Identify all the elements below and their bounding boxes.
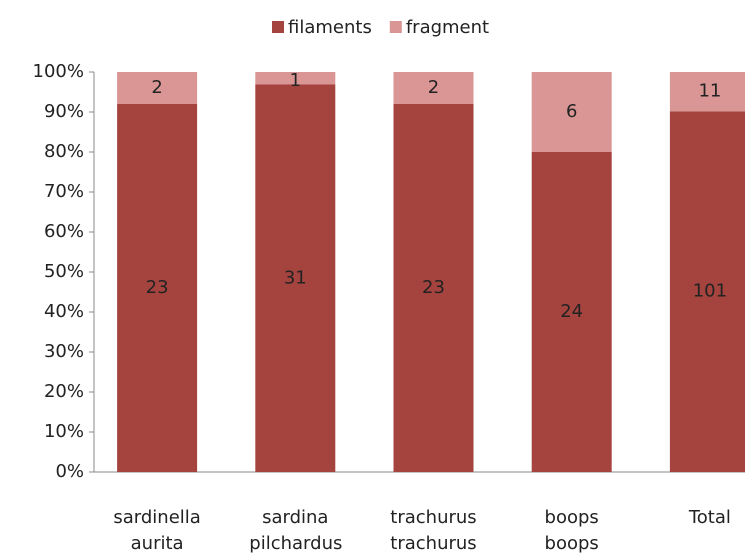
y-tick-label: 100% — [33, 61, 84, 82]
y-tick-label: 30% — [44, 341, 84, 362]
legend-swatch — [389, 21, 402, 33]
y-tick-label: 50% — [44, 261, 84, 282]
y-tick-label: 80% — [44, 141, 84, 162]
bar-segment — [255, 72, 336, 85]
data-label: 101 — [693, 281, 727, 302]
bar-segment — [117, 72, 198, 104]
x-tick-label: trachurus trachurus — [390, 507, 477, 554]
y-tick-label: 90% — [44, 101, 84, 122]
legend-label: fragment — [406, 17, 489, 38]
data-label: 23 — [422, 277, 445, 298]
y-tick-label: 60% — [44, 221, 84, 242]
data-label: 2 — [151, 77, 162, 98]
data-label: 6 — [566, 101, 577, 122]
legend-label: filaments — [288, 17, 372, 38]
y-tick-label: 0% — [55, 461, 84, 482]
bar-segment — [669, 111, 745, 473]
bar-segment — [531, 152, 612, 472]
x-tick-label: boops boops — [544, 507, 599, 554]
data-label: 24 — [560, 301, 583, 322]
data-label: 11 — [698, 81, 721, 102]
y-tick-label: 40% — [44, 301, 84, 322]
y-tick-label: 70% — [44, 181, 84, 202]
x-tick-label: sardinella aurita — [113, 507, 201, 554]
data-label: 2 — [428, 77, 439, 98]
data-label: 23 — [146, 277, 169, 298]
y-tick-label: 10% — [44, 421, 84, 442]
x-tick-label: Total — [688, 507, 731, 528]
legend-swatch — [272, 21, 284, 33]
bar-segment — [393, 72, 474, 104]
bar-segment — [531, 72, 612, 152]
bar-segment — [117, 104, 198, 472]
bar-segment — [669, 72, 745, 112]
y-tick-label: 20% — [44, 381, 84, 402]
x-tick-label: sardina pilchardus — [249, 507, 343, 554]
data-label: 31 — [284, 267, 307, 288]
data-label: 1 — [290, 70, 301, 91]
bar-segment — [255, 84, 336, 472]
bar-segment — [393, 104, 474, 472]
